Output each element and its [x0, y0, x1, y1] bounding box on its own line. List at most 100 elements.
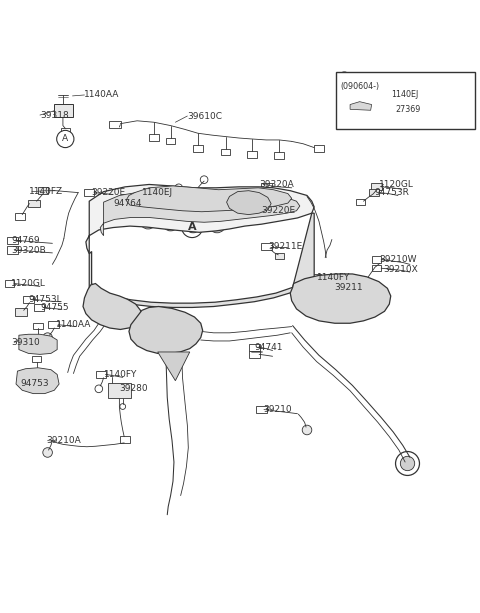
Text: a: a [197, 194, 202, 203]
Bar [221, 148, 230, 155]
Bar [32, 356, 41, 362]
Text: 27369: 27369 [396, 105, 421, 114]
Circle shape [212, 219, 222, 229]
Bar [4, 280, 14, 287]
Circle shape [355, 93, 361, 99]
Text: 1140FY: 1140FY [104, 370, 137, 379]
Bar [371, 183, 382, 190]
Bar [108, 383, 132, 398]
Circle shape [338, 72, 350, 83]
Bar [275, 253, 284, 259]
Circle shape [336, 294, 342, 300]
Circle shape [269, 203, 283, 216]
Polygon shape [19, 334, 57, 354]
Text: 1120GL: 1120GL [379, 180, 414, 189]
Circle shape [181, 216, 203, 238]
Text: 1120GL: 1120GL [11, 279, 46, 288]
Text: a: a [202, 193, 208, 204]
Text: 94769: 94769 [11, 236, 40, 245]
Text: 1140EJ: 1140EJ [142, 188, 173, 197]
Text: a: a [342, 73, 347, 82]
Bar [372, 256, 381, 263]
Circle shape [241, 194, 256, 210]
Text: 39310: 39310 [11, 338, 40, 347]
Circle shape [57, 131, 74, 148]
Circle shape [43, 333, 52, 343]
Bar [326, 284, 337, 291]
Text: 94753: 94753 [21, 379, 49, 387]
Bar [34, 304, 44, 311]
Bar [60, 128, 70, 135]
Bar [7, 237, 18, 244]
Text: 94741: 94741 [254, 343, 283, 352]
Circle shape [336, 300, 342, 305]
Text: 94753R: 94753R [374, 188, 409, 197]
Text: (090604-): (090604-) [340, 82, 380, 91]
Bar [356, 199, 365, 205]
Text: 94755: 94755 [40, 303, 69, 312]
Bar [23, 296, 34, 303]
Bar [256, 406, 267, 413]
Polygon shape [100, 191, 300, 235]
Bar [258, 207, 268, 214]
Bar [193, 145, 203, 152]
Circle shape [192, 191, 207, 206]
Bar [170, 192, 178, 199]
Circle shape [43, 447, 52, 457]
Polygon shape [86, 185, 314, 254]
Circle shape [197, 191, 213, 206]
Text: A: A [188, 222, 196, 232]
Text: 1140AA: 1140AA [56, 320, 91, 329]
Text: 39210: 39210 [263, 405, 291, 414]
Text: 1140FZ: 1140FZ [29, 187, 63, 196]
Bar [28, 200, 40, 207]
Text: 39210A: 39210A [46, 436, 81, 445]
Text: 39211: 39211 [335, 283, 363, 292]
Circle shape [95, 385, 103, 393]
Text: 1140AA: 1140AA [84, 91, 120, 99]
Text: 1140FY: 1140FY [317, 273, 350, 282]
Bar [190, 188, 199, 194]
Bar [84, 189, 94, 196]
Circle shape [200, 176, 208, 183]
Bar [261, 243, 272, 250]
Bar [247, 151, 257, 158]
Circle shape [166, 218, 175, 227]
Polygon shape [16, 368, 59, 394]
Text: 94764: 94764 [113, 199, 142, 208]
Bar [125, 194, 133, 199]
Bar [120, 436, 130, 443]
Bar [48, 321, 59, 328]
Bar [108, 121, 120, 129]
Text: 94753L: 94753L [28, 295, 62, 304]
Polygon shape [89, 213, 314, 308]
Bar [249, 351, 260, 358]
Bar [134, 189, 144, 196]
Bar [166, 137, 175, 144]
Circle shape [248, 204, 261, 218]
Bar [275, 152, 284, 159]
Circle shape [200, 204, 213, 218]
Circle shape [144, 216, 153, 225]
Circle shape [396, 452, 420, 476]
Text: 39280: 39280 [120, 384, 148, 394]
Circle shape [184, 216, 202, 233]
Bar [7, 246, 18, 254]
Circle shape [145, 200, 158, 214]
Bar [311, 275, 321, 281]
Text: 39318: 39318 [40, 110, 69, 120]
Circle shape [175, 184, 182, 192]
Bar [96, 371, 107, 378]
Circle shape [208, 216, 226, 233]
Polygon shape [129, 306, 203, 354]
Circle shape [188, 219, 198, 229]
Polygon shape [157, 352, 190, 381]
Text: 39220E: 39220E [92, 188, 126, 197]
Text: A: A [62, 134, 68, 143]
Text: 39210X: 39210X [384, 265, 419, 273]
Circle shape [162, 214, 179, 231]
Bar [314, 145, 324, 152]
Circle shape [224, 204, 237, 218]
Bar [336, 72, 475, 129]
Polygon shape [227, 191, 271, 215]
